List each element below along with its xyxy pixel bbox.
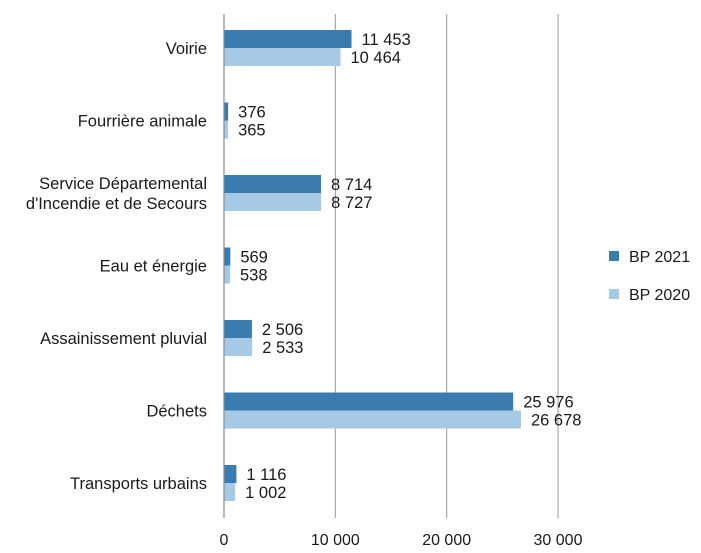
- bar-bp2021-5: [224, 392, 514, 411]
- value-label: 8 714: [331, 176, 372, 194]
- bar-bp2020-1: [224, 120, 229, 139]
- category-label: Assainissement pluvial: [40, 330, 207, 348]
- value-label: 538: [240, 267, 268, 285]
- legend-label-bp2021: BP 2021: [629, 249, 690, 266]
- bar-bp2020-3: [224, 265, 230, 284]
- bar-bp2021-6: [224, 465, 237, 483]
- value-label: 569: [240, 249, 268, 267]
- category-label: d'Incendie et de Secours: [26, 195, 207, 213]
- bar-bp2020-0: [224, 48, 341, 66]
- bar-bp2020-2: [224, 193, 322, 211]
- value-label: 365: [238, 122, 266, 140]
- bar-bp2021-1: [224, 102, 229, 121]
- value-label: 2 506: [262, 321, 303, 339]
- x-tick-label: 10 000: [311, 532, 360, 549]
- category-label: Voirie: [166, 40, 207, 58]
- bar-bp2020-5: [224, 410, 522, 429]
- value-label: 376: [238, 104, 266, 122]
- x-tick-label: 0: [220, 532, 229, 549]
- category-label: Eau et énergie: [100, 258, 207, 276]
- bar-bp2020-4: [224, 338, 253, 356]
- bar-bp2020-6: [224, 483, 236, 501]
- grid: [334, 14, 559, 518]
- bar-bp2021-3: [224, 247, 231, 266]
- value-label: 8 727: [331, 194, 372, 212]
- value-label: 11 453: [362, 31, 411, 49]
- legend-swatch-bp2021: [609, 251, 619, 261]
- bar-bp2021-0: [224, 30, 352, 48]
- category-label: Déchets: [146, 403, 207, 421]
- axes: 0 10 000 20 000 30 000: [220, 14, 583, 549]
- bar-bp2021-4: [224, 320, 252, 338]
- category-label: Service Départemental: [39, 175, 207, 193]
- value-label: 25 976: [523, 394, 573, 412]
- value-label: 1 002: [245, 484, 286, 502]
- value-label: 1 116: [246, 466, 286, 484]
- bar-bp2021-2: [224, 175, 322, 193]
- legend-swatch-bp2020: [609, 289, 619, 299]
- category-label: Transports urbains: [70, 475, 207, 493]
- x-tick-label: 30 000: [534, 532, 583, 549]
- bars: [224, 30, 522, 501]
- value-label: 2 533: [262, 339, 303, 357]
- value-label: 10 464: [350, 49, 400, 67]
- value-label: 26 678: [531, 412, 581, 430]
- x-tick-label: 20 000: [422, 532, 471, 549]
- category-label: Fourrière animale: [78, 113, 207, 131]
- legend: BP 2021 BP 2020: [609, 249, 690, 304]
- legend-label-bp2020: BP 2020: [629, 287, 690, 304]
